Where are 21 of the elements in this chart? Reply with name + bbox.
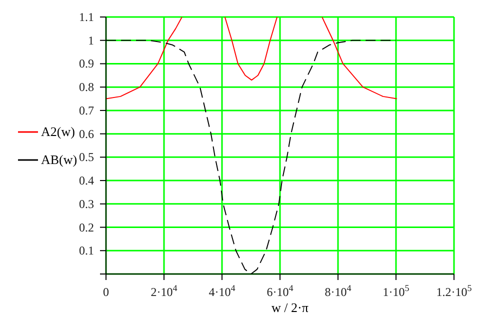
y-tick-label: 0.2 [79, 220, 94, 234]
x-tick-label: 0 [103, 285, 109, 299]
y-tick-label: 1.1 [79, 10, 94, 24]
y-tick-label: 0.9 [79, 56, 94, 71]
y-tick-label: 1 [88, 33, 94, 48]
x-tick-label: 2·10$^{4}$ [150, 283, 178, 299]
legend-label: AB(w) [41, 152, 78, 167]
y-tick-label: 0.5 [79, 150, 94, 164]
y-tick-label: 0.4 [79, 174, 94, 188]
x-tick-label: 4·10$^{4}$ [208, 283, 236, 299]
y-tick-label: 0.3 [79, 196, 94, 211]
y-tick-label: 0.1 [79, 244, 94, 258]
x-tick-label: 6·10$^{4}$ [266, 283, 294, 299]
y-tick-label: 0.6 [79, 126, 94, 141]
x-tick-label: 1·10$^{5}$ [382, 283, 410, 299]
x-axis-title: w / 2·π [270, 300, 310, 316]
legend-label: A2(w) [41, 124, 75, 139]
x-tick-label: 1.2·10$^{5}$ [436, 283, 472, 299]
y-tick-label: 0.7 [79, 103, 94, 118]
y-tick-label: 0.8 [79, 80, 94, 94]
x-tick-label: 8·10$^{4}$ [324, 283, 352, 299]
